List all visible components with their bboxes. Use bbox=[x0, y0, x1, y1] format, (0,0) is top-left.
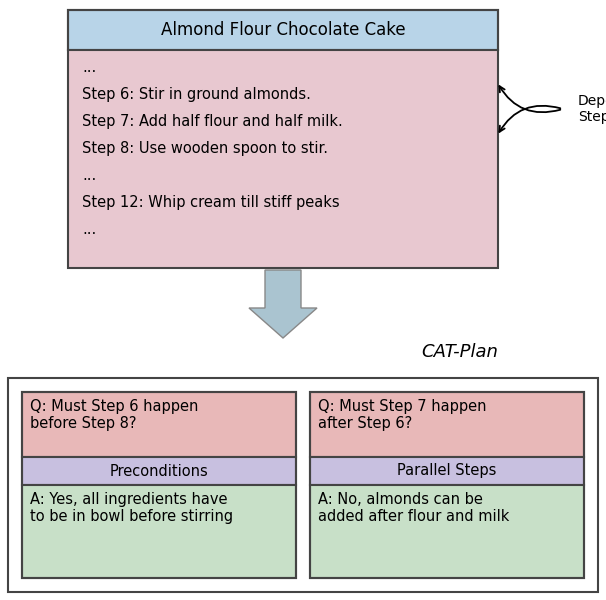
FancyBboxPatch shape bbox=[22, 485, 296, 578]
FancyBboxPatch shape bbox=[8, 378, 598, 592]
FancyBboxPatch shape bbox=[22, 457, 296, 485]
Text: Q: Must Step 6 happen
before Step 8?: Q: Must Step 6 happen before Step 8? bbox=[30, 399, 198, 431]
Polygon shape bbox=[249, 270, 317, 338]
Text: CAT-Plan: CAT-Plan bbox=[421, 343, 498, 361]
Text: Parallel Steps: Parallel Steps bbox=[398, 463, 497, 479]
FancyBboxPatch shape bbox=[68, 10, 498, 50]
Text: ...: ... bbox=[82, 222, 96, 237]
Text: ...: ... bbox=[82, 60, 96, 75]
FancyBboxPatch shape bbox=[310, 457, 584, 485]
Text: A: Yes, all ingredients have
to be in bowl before stirring: A: Yes, all ingredients have to be in bo… bbox=[30, 492, 233, 524]
FancyBboxPatch shape bbox=[310, 392, 584, 457]
Text: A: No, almonds can be
added after flour and milk: A: No, almonds can be added after flour … bbox=[318, 492, 510, 524]
FancyBboxPatch shape bbox=[22, 392, 296, 457]
FancyBboxPatch shape bbox=[310, 485, 584, 578]
FancyBboxPatch shape bbox=[68, 50, 498, 268]
Text: Preconditions: Preconditions bbox=[110, 463, 208, 479]
Text: Dependent
Steps: Dependent Steps bbox=[578, 94, 606, 124]
Text: Step 12: Whip cream till stiff peaks: Step 12: Whip cream till stiff peaks bbox=[82, 195, 339, 210]
Text: Almond Flour Chocolate Cake: Almond Flour Chocolate Cake bbox=[161, 21, 405, 39]
Text: ...: ... bbox=[82, 168, 96, 183]
Text: Step 8: Use wooden spoon to stir.: Step 8: Use wooden spoon to stir. bbox=[82, 141, 328, 156]
Text: Q: Must Step 7 happen
after Step 6?: Q: Must Step 7 happen after Step 6? bbox=[318, 399, 487, 431]
Text: Step 6: Stir in ground almonds.: Step 6: Stir in ground almonds. bbox=[82, 87, 311, 102]
Text: Step 7: Add half flour and half milk.: Step 7: Add half flour and half milk. bbox=[82, 114, 343, 129]
